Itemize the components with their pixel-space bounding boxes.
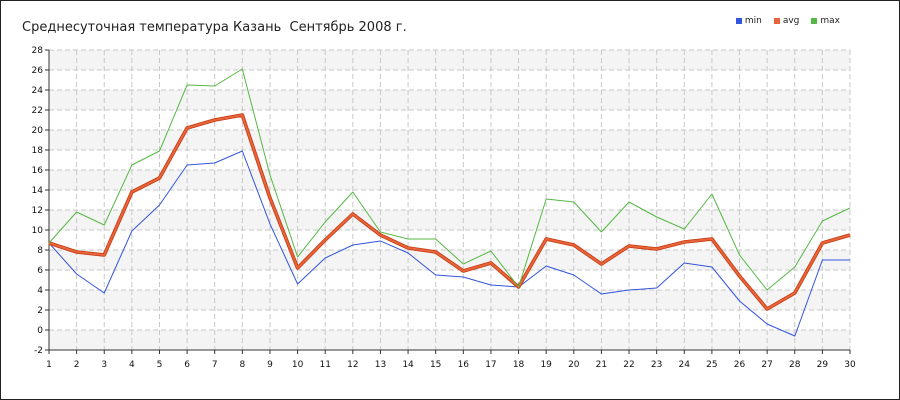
y-tick-label: 6 — [37, 266, 43, 276]
y-tick-label: 28 — [32, 46, 44, 56]
legend-swatch-min — [735, 18, 742, 24]
x-tick-label: 12 — [347, 360, 358, 370]
legend: min avg max — [735, 16, 840, 26]
legend-swatch-max — [811, 18, 818, 24]
x-tick-label: 23 — [651, 360, 662, 370]
legend-label-avg: avg — [782, 16, 800, 26]
legend-swatch-avg — [773, 18, 780, 24]
y-tick-label: 24 — [32, 86, 44, 96]
x-tick-label: 13 — [375, 360, 386, 370]
plot-band — [49, 290, 850, 310]
x-tick-label: 17 — [485, 360, 496, 370]
y-tick-label: 26 — [32, 66, 44, 76]
y-tick-label: 4 — [37, 286, 43, 296]
y-tick-label: 14 — [32, 186, 44, 196]
x-tick-label: 21 — [596, 360, 607, 370]
y-tick-label: 0 — [37, 326, 43, 336]
x-tick-label: 1 — [46, 360, 52, 370]
legend-label-min: min — [744, 16, 762, 26]
y-tick-label: 8 — [37, 246, 43, 256]
x-tick-label: 28 — [789, 360, 801, 370]
x-tick-label: 8 — [239, 360, 245, 370]
y-tick-label: 20 — [32, 126, 44, 136]
x-tick-label: 14 — [402, 360, 414, 370]
x-tick-label: 6 — [184, 360, 190, 370]
plot-band — [49, 50, 850, 70]
y-tick-label: -2 — [34, 346, 43, 356]
y-tick-label: 16 — [32, 166, 44, 176]
x-tick-label: 27 — [761, 360, 772, 370]
x-tick-label: 9 — [267, 360, 273, 370]
x-tick-label: 29 — [817, 360, 829, 370]
y-tick-label: 2 — [37, 306, 43, 316]
series-line-avg — [48, 114, 851, 310]
x-tick-label: 19 — [540, 360, 552, 370]
y-tick-label: 10 — [32, 226, 44, 236]
x-tick-label: 16 — [458, 360, 470, 370]
x-tick-label: 25 — [706, 360, 717, 370]
series-line-min — [48, 150, 850, 337]
plot-band — [49, 130, 850, 150]
y-tick-label: 18 — [32, 146, 44, 156]
x-tick-label: 11 — [319, 360, 330, 370]
x-tick-label: 24 — [679, 360, 691, 370]
x-tick-label: 3 — [101, 360, 107, 370]
y-tick-label: 12 — [32, 206, 43, 216]
legend-item-avg: avg — [773, 16, 800, 26]
x-tick-label: 15 — [430, 360, 441, 370]
legend-item-max: max — [811, 16, 840, 26]
x-tick-label: 30 — [844, 360, 856, 370]
x-tick-label: 22 — [623, 360, 634, 370]
x-tick-label: 5 — [157, 360, 163, 370]
x-tick-label: 7 — [212, 360, 218, 370]
x-tick-label: 2 — [74, 360, 80, 370]
chart-title: Среднесуточная температура Казань Сентяб… — [22, 20, 407, 35]
plot-band — [49, 210, 850, 230]
series-line-max — [48, 68, 851, 291]
x-tick-label: 10 — [292, 360, 304, 370]
legend-item-min: min — [735, 16, 762, 26]
plot-band — [49, 170, 850, 190]
x-tick-label: 26 — [734, 360, 746, 370]
legend-label-max: max — [820, 16, 840, 26]
x-tick-label: 4 — [129, 360, 135, 370]
x-tick-label: 18 — [513, 360, 525, 370]
plot-band — [49, 90, 850, 110]
y-tick-label: 22 — [32, 106, 43, 116]
plot-band — [49, 330, 850, 350]
x-tick-label: 20 — [568, 360, 580, 370]
